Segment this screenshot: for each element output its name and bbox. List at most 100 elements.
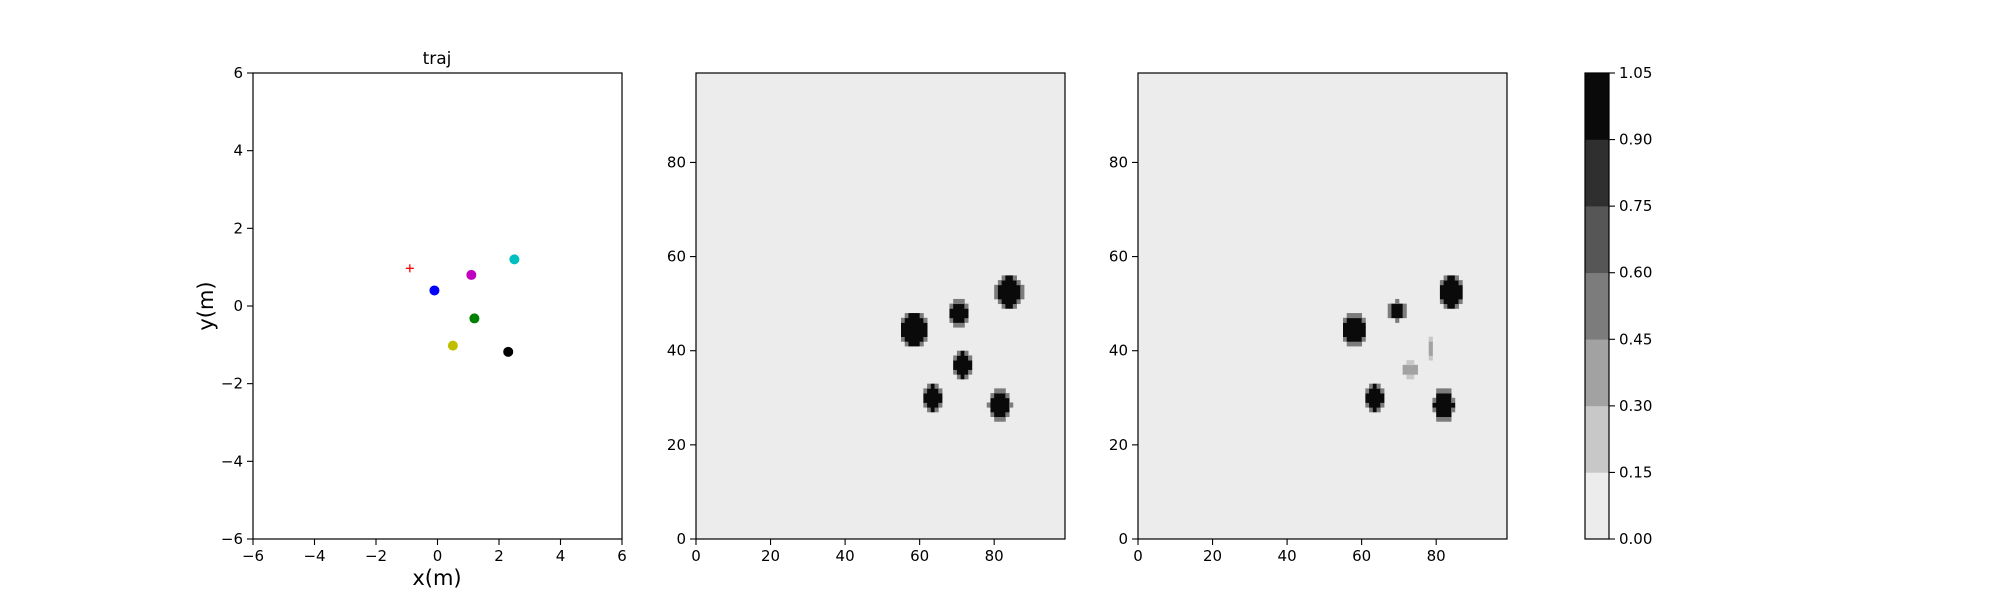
heatmap-cell bbox=[1447, 298, 1452, 305]
y-tick-label: 20 bbox=[667, 436, 686, 454]
heatmap-cell bbox=[1357, 317, 1363, 323]
heatmap-cell bbox=[1443, 402, 1448, 408]
heatmap-cell bbox=[1005, 411, 1010, 418]
heatmap-cell bbox=[1357, 313, 1363, 319]
colorbar-tick-label: 1.05 bbox=[1619, 64, 1652, 82]
y-axis: 0 20 40 60 80 bbox=[667, 153, 696, 548]
heatmap-cell bbox=[1439, 402, 1445, 408]
heatmap-cell bbox=[1454, 284, 1459, 290]
heatmap-cell bbox=[1343, 317, 1348, 323]
heatmap-cell bbox=[994, 393, 999, 399]
y-axis: −6 −4 −2 0 2 4 6 bbox=[221, 64, 253, 548]
heatmap-cell bbox=[1454, 275, 1459, 281]
heatmap-cell bbox=[1005, 284, 1010, 290]
heatmap-cell bbox=[1439, 388, 1445, 394]
heatmap-cell bbox=[1001, 284, 1006, 290]
heatmap-cells bbox=[1138, 73, 1507, 539]
heatmap-cell bbox=[1005, 303, 1010, 309]
heatmap-cell bbox=[927, 388, 932, 394]
heatmap-cell bbox=[1439, 294, 1445, 300]
heatmap-cell bbox=[915, 331, 921, 337]
heatmap-cell bbox=[956, 308, 962, 314]
heatmap-cell bbox=[1005, 280, 1010, 286]
heatmap-cell bbox=[964, 355, 969, 361]
heatmap-cell bbox=[1398, 313, 1404, 319]
heatmap-cell bbox=[904, 322, 909, 328]
heatmap-cell bbox=[990, 393, 995, 399]
colorbar-frame bbox=[1584, 72, 1610, 540]
heatmap-cell bbox=[915, 341, 921, 347]
heatmap-cell bbox=[1357, 341, 1363, 347]
heatmap-cell bbox=[1376, 388, 1381, 394]
heatmap-cell bbox=[1451, 402, 1456, 408]
heatmap-cell bbox=[956, 317, 962, 323]
heatmap-cell bbox=[1350, 341, 1355, 347]
heatmap-cell bbox=[1005, 289, 1010, 295]
heatmap-cell bbox=[1443, 298, 1448, 305]
heatmap-cell bbox=[1447, 289, 1452, 295]
x-tick-label: −2 bbox=[365, 547, 387, 565]
heatmap-cell bbox=[1343, 327, 1348, 333]
heatmap-cell bbox=[997, 411, 1003, 418]
heatmap-cell bbox=[956, 360, 962, 366]
heatmap-cell bbox=[904, 327, 909, 333]
heatmap-cell bbox=[912, 341, 917, 347]
heatmap-cell bbox=[1380, 397, 1385, 403]
heatmap-cell bbox=[923, 402, 928, 408]
heatmap-cell bbox=[960, 364, 965, 370]
heatmap-cell bbox=[997, 388, 1003, 394]
heatmap-cell bbox=[960, 350, 965, 356]
heatmap-cell bbox=[990, 397, 995, 403]
heatmap-cell bbox=[960, 355, 965, 361]
heatmap-cell bbox=[1458, 280, 1463, 286]
heatmap-cell bbox=[1402, 303, 1407, 309]
heatmap-cell bbox=[912, 331, 917, 337]
colorbar-band bbox=[1585, 73, 1609, 140]
heatmap-cell bbox=[1372, 388, 1377, 394]
heatmap-cell bbox=[1395, 308, 1400, 314]
heatmap-cell bbox=[1016, 298, 1021, 305]
heatmap-cell bbox=[1451, 294, 1456, 300]
heatmap-cell bbox=[934, 402, 939, 408]
heatmap-cell bbox=[1447, 411, 1452, 418]
heatmap-cell bbox=[908, 336, 913, 342]
heatmap-cell bbox=[1001, 275, 1006, 281]
heatmap-cell bbox=[994, 284, 999, 290]
x-tick-label: 20 bbox=[1203, 547, 1222, 565]
heatmap-cell bbox=[1387, 308, 1392, 314]
x-tick-label: 0 bbox=[691, 547, 701, 565]
heatmap-cell bbox=[923, 317, 928, 323]
heatmap-cell bbox=[1439, 280, 1445, 286]
heatmap-cell bbox=[1395, 298, 1400, 305]
heatmap-cell bbox=[1005, 393, 1010, 399]
colorbar-tick-label: 0.15 bbox=[1619, 463, 1652, 481]
heatmap-cell bbox=[934, 383, 939, 389]
heatmap-cell bbox=[1001, 289, 1006, 295]
heatmap-cell bbox=[997, 289, 1003, 295]
heatmap-cell bbox=[1009, 280, 1014, 286]
heatmap-cell bbox=[1354, 313, 1359, 319]
heatmap-cell bbox=[1361, 336, 1366, 342]
heatmap-cell bbox=[927, 383, 932, 389]
heatmap-cell bbox=[927, 397, 932, 403]
plot-frame bbox=[695, 72, 1066, 540]
x-tick-label: 40 bbox=[836, 547, 855, 565]
heatmap-cell bbox=[1428, 336, 1433, 342]
heatmap-cell bbox=[1369, 383, 1374, 389]
colorbar-tick-label: 0.30 bbox=[1619, 397, 1652, 415]
heatmap-cell bbox=[1346, 331, 1351, 337]
heatmap-cell bbox=[1361, 317, 1366, 323]
heatmap-cell bbox=[1350, 336, 1355, 342]
heatmap-cell bbox=[1439, 393, 1445, 399]
heatmap-cell bbox=[997, 298, 1003, 305]
heatmap-cell bbox=[915, 317, 921, 323]
heatmap-cell bbox=[934, 397, 939, 403]
heatmap-cell bbox=[938, 397, 943, 403]
heatmap-cell bbox=[1432, 402, 1437, 408]
heatmap-cell bbox=[1380, 393, 1385, 399]
x-tick-label: 6 bbox=[617, 547, 627, 565]
colorbar-tick-label: 0.45 bbox=[1619, 330, 1652, 348]
occupancy-map-2: 0 20 40 60 80 0 20 40 60 80 bbox=[1109, 72, 1508, 565]
plot-frame bbox=[252, 72, 623, 540]
heatmap-cell bbox=[1001, 280, 1006, 286]
